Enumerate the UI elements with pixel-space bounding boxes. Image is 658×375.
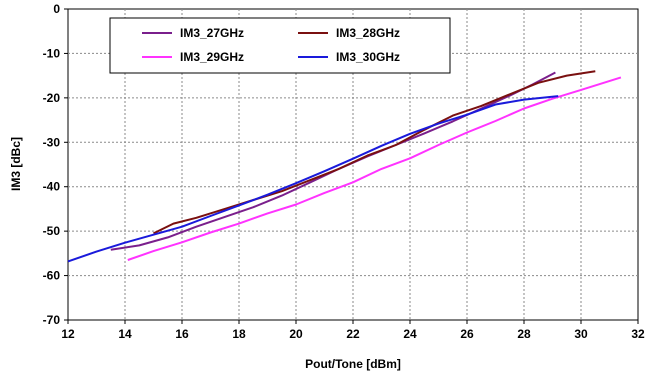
legend-label: IM3_28GHz xyxy=(336,26,400,40)
x-tick-label: 28 xyxy=(517,327,531,341)
y-tick-label: 0 xyxy=(53,2,60,16)
x-tick-label: 30 xyxy=(574,327,588,341)
legend-label: IM3_27GHz xyxy=(180,26,244,40)
axes: 12 14 16 18 20 22 24 26 28 30 32 0 -10 -20 -30 -40 -50 -6… xyxy=(43,2,645,341)
series-lines xyxy=(67,70,622,263)
y-tick-label: -70 xyxy=(43,313,61,327)
x-tick-label: 26 xyxy=(460,327,474,341)
x-tick-label: 32 xyxy=(631,327,645,341)
x-tick-label: 24 xyxy=(403,327,417,341)
series-line-im3-30ghz xyxy=(67,95,559,263)
x-tick-label: 14 xyxy=(118,327,132,341)
y-tick-label: -30 xyxy=(43,135,61,149)
x-tick-label: 12 xyxy=(61,327,75,341)
legend-box xyxy=(109,17,451,74)
x-tick-label: 16 xyxy=(175,327,189,341)
y-tick-label: -10 xyxy=(43,46,61,60)
legend-label: IM3_30GHz xyxy=(336,50,400,64)
x-axis-title: Pout/Tone [dBm] xyxy=(305,357,401,371)
y-tick-label: -50 xyxy=(43,224,61,238)
y-tick-label: -20 xyxy=(43,91,61,105)
y-tick-label: -60 xyxy=(43,269,61,283)
series-line-im3-29ghz xyxy=(127,76,622,261)
x-tick-label: 18 xyxy=(232,327,246,341)
y-tick-label: -40 xyxy=(43,180,61,194)
y-axis-title: IM3 [dBc] xyxy=(9,137,23,191)
legend-label: IM3_29GHz xyxy=(180,50,244,64)
legend: IM3_27GHz IM3_28GHz IM3_29GHz IM3_30GHz xyxy=(109,17,451,74)
x-tick-label: 22 xyxy=(346,327,360,341)
series-line-im3-28ghz xyxy=(153,70,596,235)
x-tick-label: 20 xyxy=(289,327,303,341)
